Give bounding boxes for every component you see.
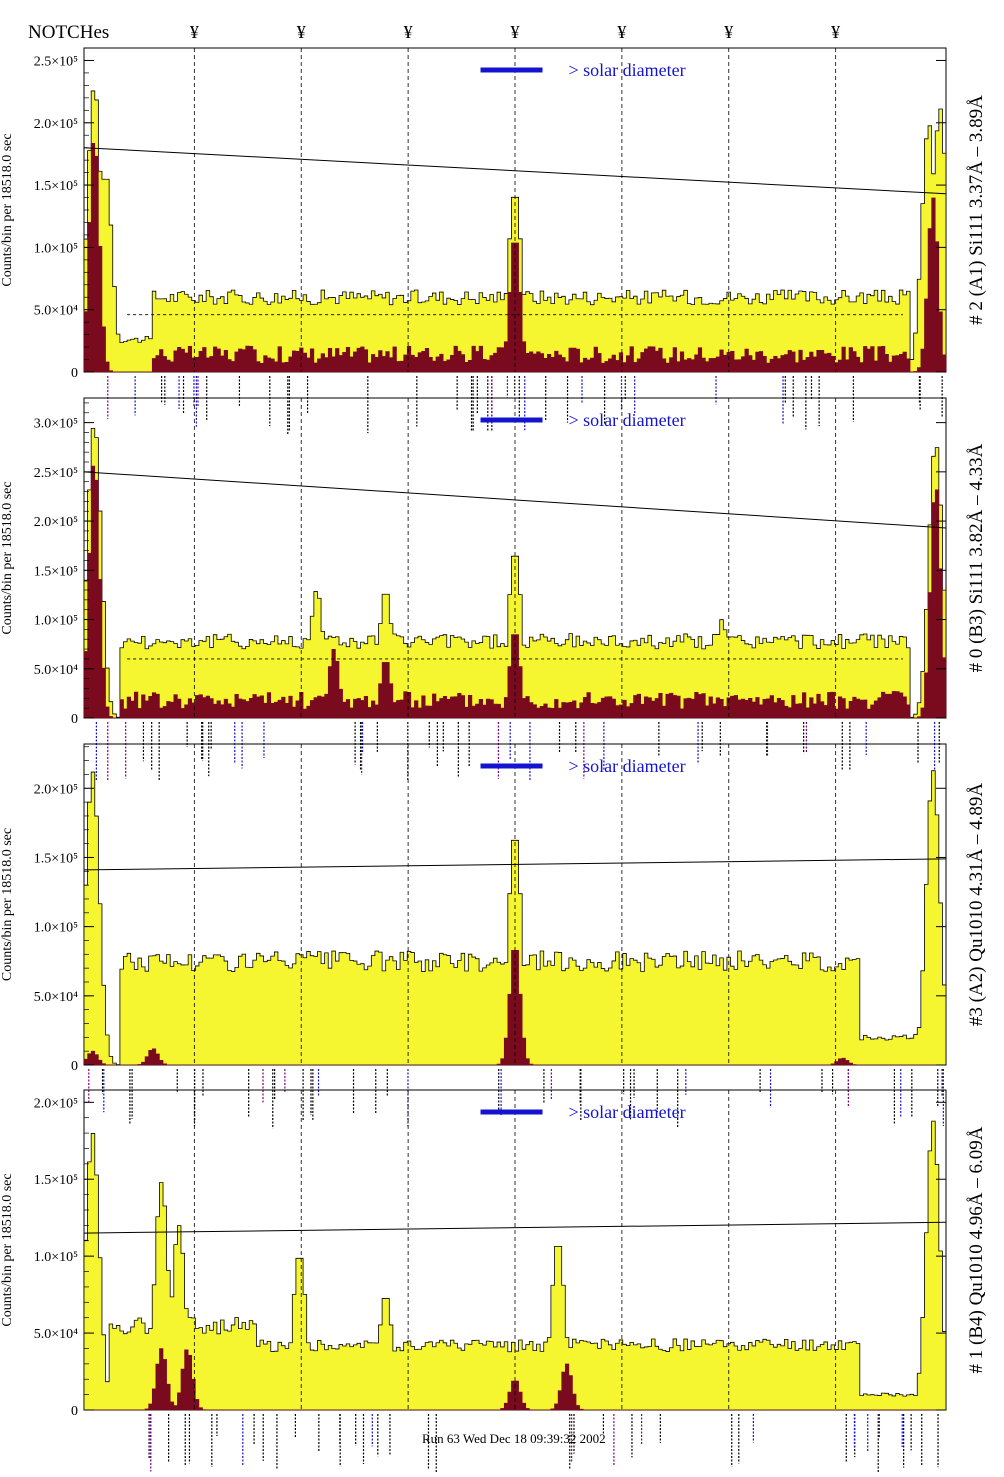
y-tick-label: 5.0×10⁴ [34,990,78,1005]
counts-histogram [83,770,947,1066]
dark-histogram [84,1348,946,1411]
y-tick-label: 0 [71,712,78,727]
notch-symbol: ¥ [297,22,306,42]
y-axis-label: Counts/bin per 18518.0 sec [0,481,15,634]
y-tick-label: 1.0×10⁵ [34,614,78,629]
solar-diameter-label: > solar diameter [569,756,686,776]
y-tick-label: 1.5×10⁵ [34,851,78,866]
notch-symbol: ¥ [831,22,840,42]
notch-symbol: ¥ [617,22,626,42]
solar-diameter-label: > solar diameter [569,410,686,430]
y-tick-label: 2.0×10⁵ [34,117,78,132]
panel-3: 0 5.0×10⁴ 1.0×10⁵ 1.5×10⁵ 2.0×10⁵ Counts/bin … [0,743,987,1129]
dark-histogram [83,950,946,1066]
panel-title: #3 (A2) Qu1010 4.31Å – 4.89Å [966,783,987,1027]
y-tick-label: 1.0×10⁵ [34,241,78,256]
notches-label: NOTCHes [28,22,109,43]
y-tick-label: 1.5×10⁵ [34,564,78,579]
y-tick-label: 1.0×10⁵ [34,921,78,936]
y-tick-label: 5.0×10⁴ [34,663,78,678]
y-tick-label: 2.0×10⁵ [34,782,78,797]
dark-histogram [83,143,947,373]
panel-title: # 2 (A1) Si111 3.37Å – 3.89Å [966,95,987,325]
solar-diameter-label: > solar diameter [569,1102,686,1122]
y-tick-label: 2.0×10⁵ [34,515,78,530]
counts-histogram [83,1120,947,1411]
y-tick-label: 2.5×10⁵ [34,54,78,69]
panel-4: 0 5.0×10⁴ 1.0×10⁵ 1.5×10⁵ 2.0×10⁵ Counts/bin … [0,1089,987,1474]
notch-symbol: ¥ [190,22,199,42]
y-tick-label: 2.0×10⁵ [34,1096,78,1111]
run-label: Run 63 Wed Dec 18 09:39:32 2002 [422,1431,606,1446]
y-tick-label: 5.0×10⁴ [34,304,78,319]
notch-symbol: ¥ [404,22,413,42]
y-tick-label: 1.5×10⁵ [34,1173,78,1188]
solar-diameter-label: > solar diameter [569,60,686,80]
y-tick-label: 0 [71,1059,78,1074]
notch-symbol: ¥ [724,22,733,42]
notch-marks: ¥ ¥ ¥ ¥ ¥ ¥ ¥ [190,22,840,42]
y-tick-label: 0 [71,366,78,381]
y-tick-label: 1.5×10⁵ [34,179,78,194]
panel-title: # 0 (B3) Si111 3.82Å – 4.33Å [966,443,987,672]
y-tick-label: 2.5×10⁵ [34,466,78,481]
trend-line [83,1221,947,1234]
y-tick-label: 3.0×10⁵ [34,417,78,432]
y-tick-label: 5.0×10⁴ [34,1327,78,1342]
y-axis-label: Counts/bin per 18518.0 sec [0,1173,15,1326]
y-tick-label: 1.0×10⁵ [34,1250,78,1265]
y-axis-label: Counts/bin per 18518.0 sec [0,828,15,981]
notch-symbol: ¥ [511,22,520,42]
panel-2: 0 5.0×10⁴ 1.0×10⁵ 1.5×10⁵ 2.0×10⁵ 2.5×10⁵ 3.0×… [0,397,987,782]
panel-title: # 1 (B4) Qu1010 4.96Å – 6.09Å [966,1126,987,1373]
y-tick-label: 0 [71,1404,78,1419]
panels: 0 5.0×10⁴ 1.0×10⁵ 1.5×10⁵ 2.0×10⁵ 2.5×10⁵ Coun… [0,47,987,1474]
y-axis-label: Counts/bin per 18518.0 sec [0,133,15,286]
panel-1: 0 5.0×10⁴ 1.0×10⁵ 1.5×10⁵ 2.0×10⁵ 2.5×10⁵ Coun… [0,47,987,435]
